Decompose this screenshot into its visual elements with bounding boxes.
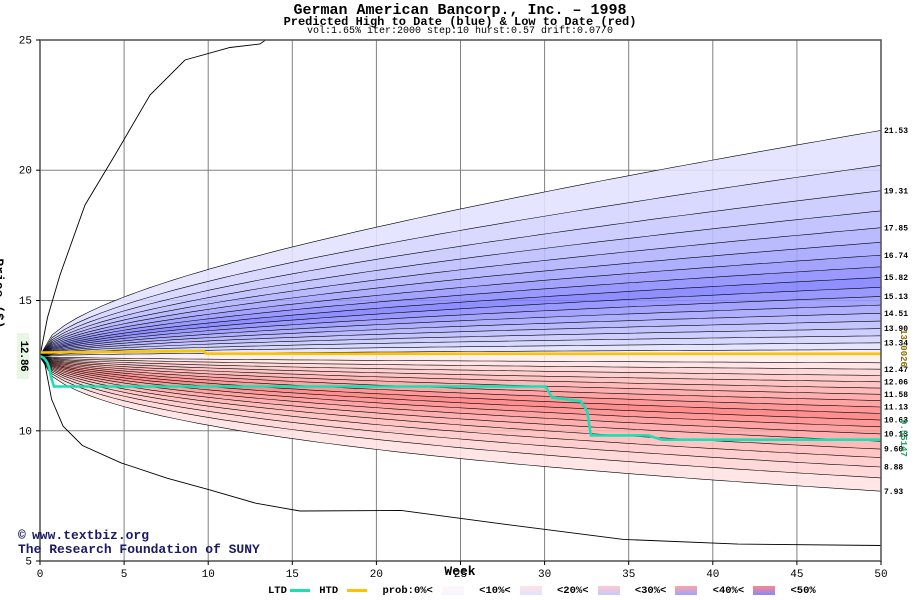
svg-text:12.06: 12.06 <box>884 378 908 387</box>
svg-text:30: 30 <box>538 569 551 581</box>
svg-text:20: 20 <box>370 569 383 581</box>
svg-text:50: 50 <box>874 569 887 581</box>
svg-text:15.13: 15.13 <box>884 293 908 302</box>
svg-text:5: 5 <box>121 569 128 581</box>
svg-text:45: 45 <box>790 569 803 581</box>
svg-text:35: 35 <box>622 569 635 581</box>
svg-text:5: 5 <box>25 557 32 569</box>
svg-text:40: 40 <box>706 569 719 581</box>
svg-text:15.82: 15.82 <box>884 274 908 283</box>
svg-text:21.53: 21.53 <box>884 127 908 136</box>
svg-text:19.31: 19.31 <box>884 187 908 196</box>
svg-text:0: 0 <box>37 569 44 581</box>
svg-text:16.74: 16.74 <box>884 252 908 261</box>
svg-text:15: 15 <box>286 569 299 581</box>
svg-text:20: 20 <box>19 166 32 178</box>
svg-text:10: 10 <box>202 569 215 581</box>
svg-text:10: 10 <box>19 426 32 438</box>
svg-text:7.93: 7.93 <box>884 488 903 497</box>
svg-text:11.58: 11.58 <box>884 391 908 400</box>
svg-text:15: 15 <box>19 296 32 308</box>
svg-text:17.85: 17.85 <box>884 224 908 233</box>
svg-text:25: 25 <box>19 36 32 48</box>
